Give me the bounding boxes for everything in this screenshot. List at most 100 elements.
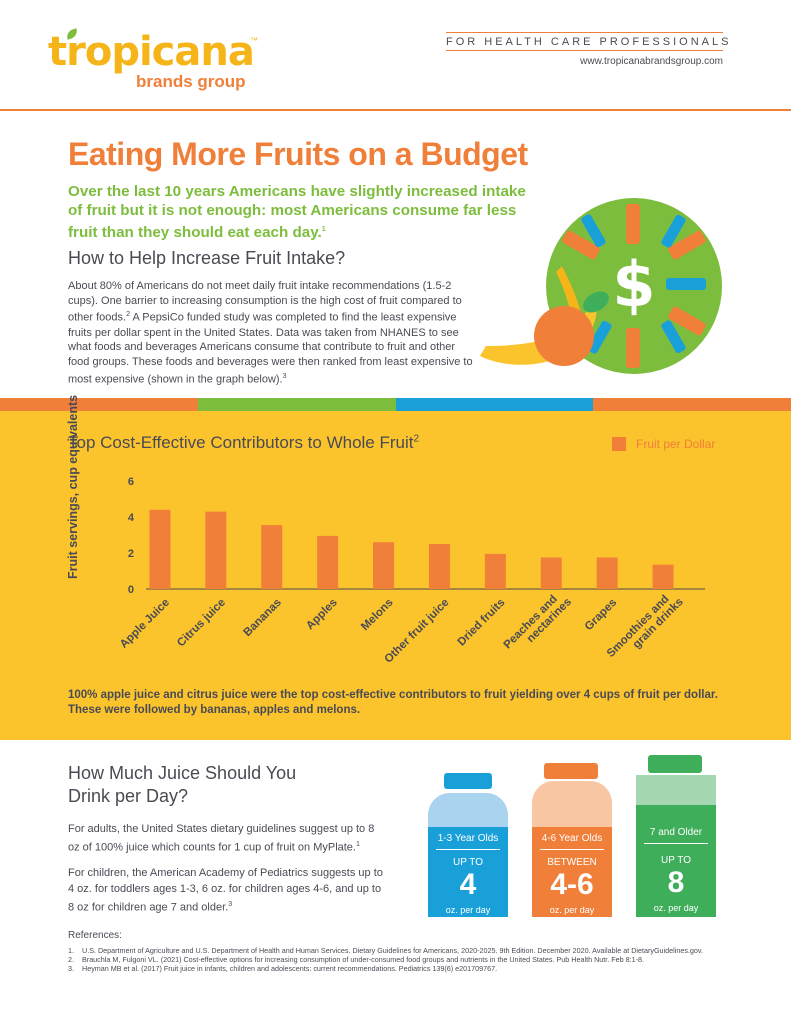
bar [149, 509, 171, 589]
tropicana-logo: tropicana ™ brands group [48, 28, 278, 94]
lead-text: Over the last 10 years Americans have sl… [68, 183, 526, 242]
bottle-unit: oz. per day [653, 903, 699, 913]
divider [644, 843, 708, 844]
x-tick-label: Apple Juice [118, 597, 172, 651]
bottle-cap [544, 763, 598, 779]
lead-ref: 1 [321, 226, 326, 233]
bar [373, 542, 395, 589]
lead-paragraph: Over the last 10 years Americans have sl… [68, 182, 538, 242]
bottle-unit: oz. per day [549, 905, 595, 915]
bottle-age: 7 and Older [649, 827, 703, 838]
bottle-qualifier: UP TO [452, 857, 483, 868]
chart-legend: Fruit per Dollar [612, 437, 715, 451]
bottle-qualifier: UP TO [660, 855, 691, 866]
reference-item: 3. Heyman MB et al. (2017) Fruit juice in… [68, 964, 748, 973]
bottle-neck [532, 781, 612, 833]
color-strip [0, 398, 791, 411]
reference-number: 2. [68, 955, 74, 965]
intro-paragraph: About 80% of Americans do not meet daily… [68, 279, 473, 387]
juice-bottle-older: 7 and Older UP TO 8 oz. per day [636, 755, 716, 917]
bottle-label: 4-6 Year Olds BETWEEN 4-6 oz. per day [532, 827, 612, 917]
references-title: References: [68, 930, 122, 941]
x-tick-label: Melons [359, 597, 396, 634]
strip-segment [0, 398, 198, 411]
bar-chart: 0 2 4 6 Apple Juice Citrus juice Bananas Apples… [118, 476, 705, 668]
references-list: 1. U.S. Department of Agriculture and U.S… [68, 946, 748, 974]
strip-segment [395, 398, 594, 411]
chart-title-text: Top Cost-Effective Contributors to Whole… [68, 433, 414, 452]
divider [446, 32, 723, 33]
x-tick-label-line: Apple Juice [118, 597, 172, 651]
reference-text: Heyman MB et al. (2017) Fruit juice in i… [82, 964, 498, 974]
juice-text-adults: For adults, the United States dietary gu… [68, 823, 375, 854]
intro-ref-b: 3 [282, 372, 287, 380]
x-tick-label: Grapes [583, 597, 620, 634]
bottle-neck [428, 793, 508, 833]
section-heading-juice: How Much Juice Should You Drink per Day? [68, 763, 297, 806]
chart-title-ref: 2 [413, 433, 420, 445]
x-tick-label: Peaches andnectarines [502, 587, 574, 659]
reference-item: 2. Brauchla M, Fulgoni VL. (2021) Cost-ef… [68, 955, 748, 964]
juice-ref-children: 3 [228, 901, 233, 908]
y-axis-label: Fruit servings, cup equivalents [66, 394, 80, 579]
page-title: Eating More Fruits on a Budget [68, 136, 528, 172]
bottle-cap [444, 773, 492, 789]
reference-text: Brauchla M, Fulgoni VL. (2021) Cost-effe… [82, 955, 645, 965]
dollar-sign-icon: $ [612, 248, 655, 321]
y-tick-label: 2 [128, 548, 134, 560]
strip-segment [593, 398, 791, 411]
bottle-age: 4-6 Year Olds [541, 833, 603, 844]
bar [205, 511, 227, 589]
divider [436, 849, 500, 850]
intro-ref-a: 2 [126, 311, 130, 319]
chart-section: Top Cost-Effective Contributors to Whole… [0, 394, 791, 740]
page-header: tropicana ™ brands group FOR HEALTH CARE… [0, 0, 791, 111]
leaf-icon [583, 291, 609, 313]
reference-item: 1. U.S. Department of Agriculture and U.S… [68, 946, 748, 955]
fruit-budget-illustration: $ [480, 198, 722, 374]
logo-wordmark: tropicana [48, 29, 255, 75]
bottle-label: 7 and Older UP TO 8 oz. per day [636, 805, 716, 917]
bottle-qualifier: BETWEEN [547, 857, 597, 868]
x-tick-label-line: Citrus juice [175, 597, 228, 650]
reference-text: U.S. Department of Agriculture and U.S. … [82, 946, 703, 955]
header-divider [0, 109, 791, 111]
strip-segment [197, 398, 396, 411]
divider [540, 849, 604, 850]
bottle-cap [648, 755, 702, 773]
x-tick-label: Bananas [241, 597, 283, 639]
bottles-ring [562, 204, 706, 368]
bottle-amount: 8 [667, 866, 685, 899]
x-tick-label-line: Dried fruits [456, 597, 508, 649]
orange-icon [534, 306, 594, 366]
chart-note: 100% apple juice and citrus juice were t… [68, 689, 718, 716]
x-tick-label: Smoothies andgrain drinks [605, 587, 686, 668]
x-tick-label-line: Melons [359, 597, 396, 634]
juice-paragraph-children: For children, the American Academy of Pe… [68, 865, 388, 916]
juice-text-children: For children, the American Academy of Pe… [68, 867, 383, 914]
bottle-label: 1-3 Year Olds UP TO 4 oz. per day [428, 827, 508, 917]
x-tick-label-line: Grapes [583, 597, 620, 634]
juice-ref-adults: 1 [355, 841, 360, 848]
juice-bottle-toddlers: 1-3 Year Olds UP TO 4 oz. per day [428, 755, 508, 917]
y-tick-label: 0 [128, 584, 134, 596]
legend-swatch [612, 437, 626, 451]
intro-text-a: About 80% of Americans do not meet daily… [68, 280, 462, 325]
website-link[interactable]: www.tropicanabrandsgroup.com [580, 56, 723, 67]
logo-trademark: ™ [250, 36, 258, 45]
divider [446, 50, 723, 51]
bottle-amount: 4-6 [550, 868, 594, 901]
bar [540, 557, 562, 589]
y-tick-label: 6 [128, 476, 134, 488]
chart-title: Top Cost-Effective Contributors to Whole… [68, 433, 419, 453]
bottle-amount: 4 [459, 868, 477, 901]
bar [652, 564, 674, 589]
x-tick-label: Dried fruits [456, 597, 508, 649]
bar [317, 535, 339, 589]
bar [596, 557, 618, 589]
bar [484, 553, 506, 589]
reference-number: 1. [68, 946, 74, 955]
bar [428, 544, 450, 589]
bar [261, 525, 283, 589]
reference-number: 3. [68, 964, 74, 974]
